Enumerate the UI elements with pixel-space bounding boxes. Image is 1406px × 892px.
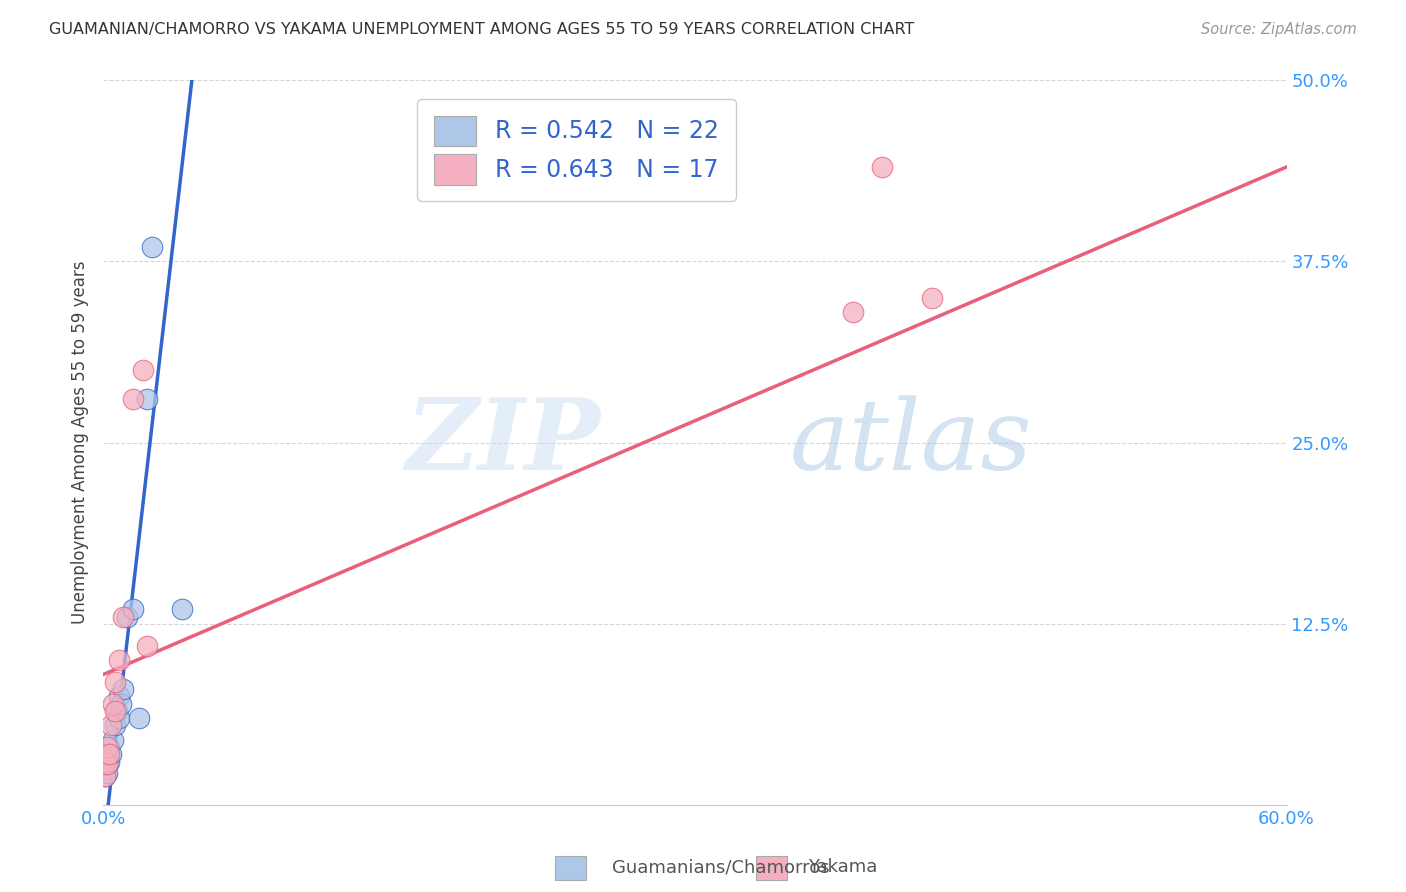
Point <box>94 755 117 769</box>
Point <box>111 681 134 696</box>
Point <box>141 240 163 254</box>
Point <box>110 697 132 711</box>
Point <box>104 704 127 718</box>
Point <box>105 704 128 718</box>
Point <box>108 690 131 704</box>
Point <box>98 740 121 755</box>
Point <box>94 762 117 776</box>
Point <box>98 747 121 762</box>
Point <box>841 305 863 319</box>
Point <box>921 291 943 305</box>
Text: Yakama: Yakama <box>808 858 877 876</box>
Point <box>94 769 117 783</box>
Point <box>108 711 131 725</box>
Point <box>115 609 138 624</box>
Text: atlas: atlas <box>790 395 1032 491</box>
Point <box>96 740 118 755</box>
Text: Guamanians/Chamorros: Guamanians/Chamorros <box>612 858 830 876</box>
Point <box>135 392 157 406</box>
Y-axis label: Unemployment Among Ages 55 to 59 years: Unemployment Among Ages 55 to 59 years <box>72 260 89 624</box>
Legend: R = 0.542   N = 22, R = 0.643   N = 17: R = 0.542 N = 22, R = 0.643 N = 17 <box>418 99 735 201</box>
Point <box>94 769 117 783</box>
Point <box>121 602 143 616</box>
Point <box>94 755 117 769</box>
Point <box>101 697 124 711</box>
Point <box>96 766 118 780</box>
Point <box>104 674 127 689</box>
Point <box>96 757 118 772</box>
Point <box>104 718 127 732</box>
Point <box>108 653 131 667</box>
Point <box>870 160 893 174</box>
Point <box>96 747 118 762</box>
Text: GUAMANIAN/CHAMORRO VS YAKAMA UNEMPLOYMENT AMONG AGES 55 TO 59 YEARS CORRELATION : GUAMANIAN/CHAMORRO VS YAKAMA UNEMPLOYMEN… <box>49 22 914 37</box>
Point <box>98 755 121 769</box>
Point <box>128 711 150 725</box>
Point <box>101 732 124 747</box>
Text: Source: ZipAtlas.com: Source: ZipAtlas.com <box>1201 22 1357 37</box>
Point <box>131 363 153 377</box>
Text: ZIP: ZIP <box>405 394 600 491</box>
Point <box>100 718 122 732</box>
Point <box>135 639 157 653</box>
Point <box>111 609 134 624</box>
Point <box>100 747 122 762</box>
Point <box>96 757 118 772</box>
Point <box>121 392 143 406</box>
Point <box>170 602 193 616</box>
